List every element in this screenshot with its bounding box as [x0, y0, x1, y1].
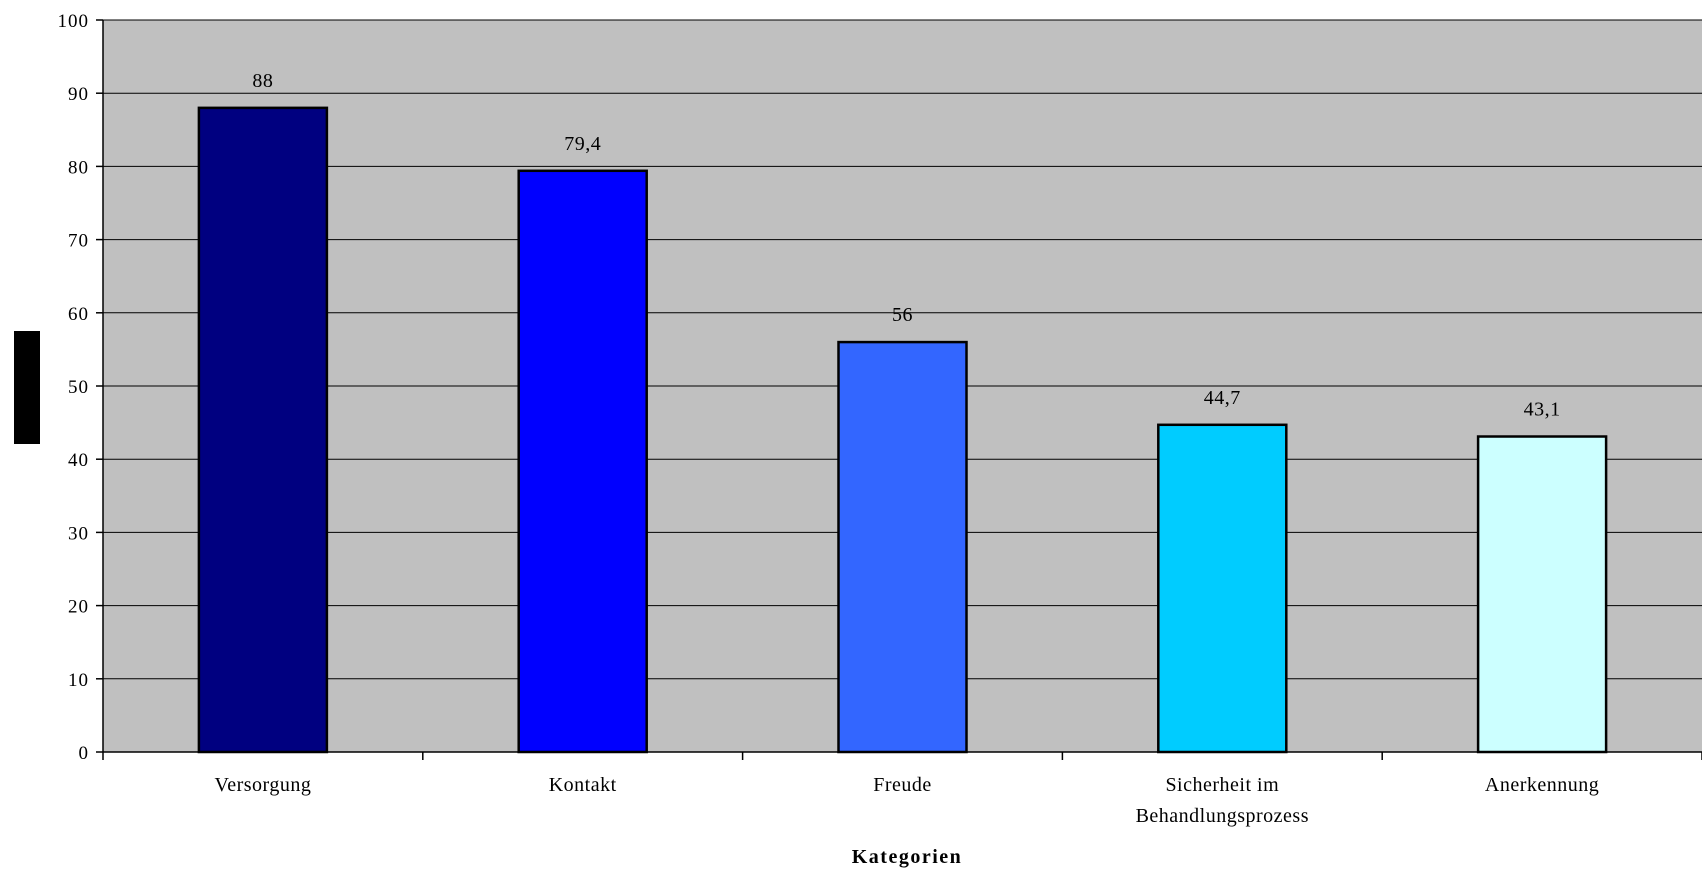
- y-tick-label: 20: [68, 597, 89, 618]
- axes: [96, 19, 1702, 760]
- bars: [197, 106, 1608, 754]
- category-label: Sicherheit im: [1165, 774, 1279, 796]
- data-label: 44,7: [1204, 387, 1241, 409]
- category-label: Kontakt: [549, 774, 617, 796]
- y-tick-label: 70: [68, 231, 89, 252]
- y-tick-label: 40: [68, 450, 89, 471]
- data-label: 79,4: [564, 133, 601, 155]
- bar-3: [837, 340, 968, 754]
- y-axis-title-block: [14, 331, 40, 444]
- category-label: Freude: [873, 774, 932, 796]
- data-label: 43,1: [1524, 399, 1561, 421]
- bar-1: [197, 106, 329, 754]
- y-tick-label: 50: [68, 377, 89, 398]
- y-tick-label: 30: [68, 523, 89, 544]
- labels: 0 10 20 30 40 50 60 70 80 90 100 88 Versorgung 79,4 Ko…: [58, 11, 1599, 827]
- category-label: Versorgung: [214, 774, 311, 796]
- y-tick-label: 80: [68, 157, 89, 178]
- x-axis-title: Kategorien: [852, 846, 963, 868]
- category-label: Behandlungsprozess: [1136, 805, 1309, 827]
- data-label: 56: [892, 304, 913, 326]
- bar-5: [1476, 435, 1608, 754]
- y-tick-label: 60: [68, 304, 89, 325]
- bar-4: [1157, 423, 1288, 754]
- bar-2: [517, 169, 648, 754]
- y-tick-label: 90: [68, 84, 89, 105]
- data-label: 88: [252, 70, 273, 92]
- y-tick-label: 10: [68, 670, 89, 691]
- category-label: Anerkennung: [1485, 774, 1599, 796]
- y-tick-label: 0: [79, 743, 90, 764]
- y-tick-label: 100: [58, 11, 90, 32]
